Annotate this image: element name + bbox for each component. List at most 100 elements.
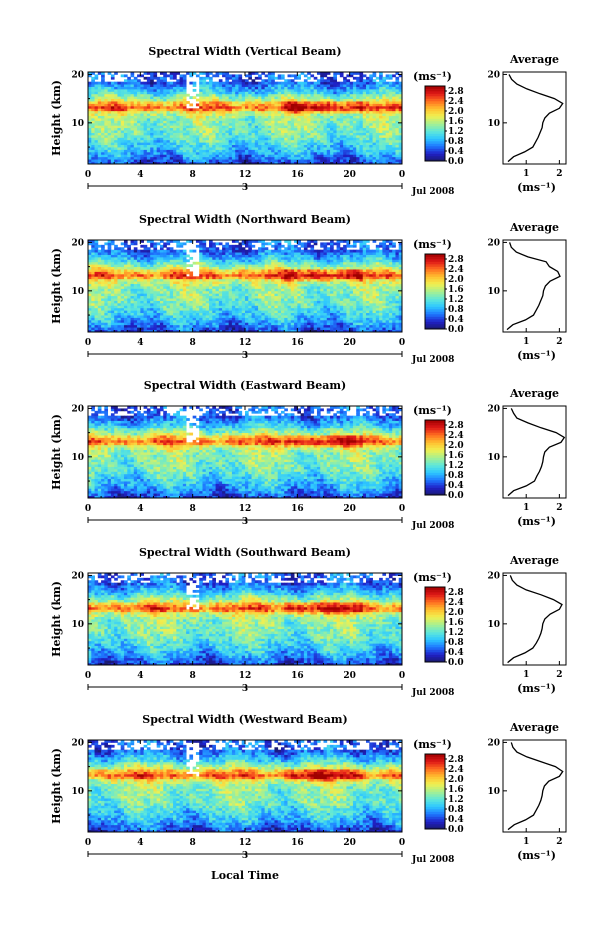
heatmap-cell	[241, 149, 246, 153]
heatmap-cell	[225, 312, 230, 316]
heatmap-cell	[228, 101, 233, 104]
heatmap-cell	[110, 307, 115, 311]
heatmap-cell	[294, 307, 298, 311]
heatmap-cell	[238, 81, 243, 85]
heatmap-cell	[163, 315, 167, 318]
heatmap-cell	[375, 327, 380, 330]
heatmap-cell	[379, 300, 383, 304]
heatmap-cell	[245, 302, 249, 306]
heatmap-cell	[261, 317, 266, 321]
heatmap-cell	[130, 103, 135, 107]
heatmap-cell	[94, 315, 99, 318]
heatmap-cell	[326, 161, 331, 165]
heatmap-cell	[339, 115, 344, 119]
heatmap-cell	[159, 317, 164, 321]
heatmap-cell	[179, 161, 184, 165]
heatmap-cell	[284, 96, 288, 100]
heatmap-cell	[97, 84, 102, 87]
heatmap-cell	[274, 156, 279, 160]
heatmap-cell	[320, 305, 324, 309]
heatmap-cell	[261, 108, 266, 112]
heatmap-cell	[222, 88, 226, 92]
heatmap-cell	[120, 310, 125, 314]
heatmap-cell	[343, 101, 347, 104]
heatmap-cell	[346, 103, 351, 107]
heatmap-cell	[254, 154, 259, 158]
heatmap-cell	[156, 149, 161, 153]
heatmap-cell	[140, 139, 144, 143]
heatmap-cell	[117, 125, 122, 129]
heatmap-cell	[362, 122, 367, 126]
heatmap-cell	[336, 144, 341, 148]
heatmap-cell	[395, 103, 400, 107]
heatmap-cell	[320, 302, 324, 306]
heatmap-cell	[330, 93, 334, 97]
heatmap-cell	[258, 317, 262, 321]
heatmap-cell	[366, 137, 370, 141]
heatmap-cell	[91, 101, 95, 104]
heatmap-cell	[156, 329, 161, 333]
heatmap-cell	[392, 103, 396, 107]
heatmap-cell	[88, 310, 92, 314]
heatmap-cell	[356, 295, 360, 299]
heatmap-cell	[104, 103, 109, 107]
heatmap-cell	[176, 115, 180, 119]
heatmap-cell	[323, 307, 328, 311]
heatmap-cell	[303, 132, 308, 136]
heatmap-cell	[379, 74, 383, 78]
heatmap-cell	[163, 72, 167, 75]
heatmap-cell	[362, 84, 367, 87]
heatmap-cell	[359, 322, 364, 326]
heatmap-cell	[215, 113, 220, 116]
heatmap-cell	[143, 319, 148, 323]
heatmap-cell	[205, 302, 210, 306]
heatmap-cell	[294, 110, 298, 114]
heatmap-cell	[222, 302, 226, 306]
heatmap-cell	[356, 132, 360, 136]
heatmap-cell	[127, 81, 131, 85]
heatmap-cell	[222, 84, 226, 87]
heatmap-cell	[88, 110, 92, 114]
heatmap-cell	[264, 151, 269, 155]
heatmap-cell	[284, 298, 288, 301]
heatmap-cell	[199, 130, 203, 133]
heatmap-cell	[173, 108, 177, 112]
heatmap-cell	[336, 72, 341, 75]
heatmap-cell	[218, 302, 223, 306]
heatmap-cell	[107, 310, 112, 314]
heatmap-cell	[323, 93, 328, 97]
heatmap-cell	[173, 81, 177, 85]
heatmap-cell	[186, 110, 190, 114]
heatmap-cell	[241, 103, 246, 107]
heatmap-cell	[228, 324, 233, 328]
heatmap-cell	[352, 156, 357, 160]
heatmap-cell	[274, 298, 279, 301]
heatmap-cell	[153, 142, 158, 146]
heatmap-cell	[316, 144, 321, 148]
heatmap-cell	[352, 113, 357, 116]
heatmap-cell	[375, 151, 380, 155]
heatmap-cell	[146, 122, 151, 126]
heatmap-cell	[261, 307, 266, 311]
heatmap-cell	[228, 134, 233, 138]
heatmap-cell	[362, 115, 367, 119]
heatmap-cell	[395, 315, 400, 318]
heatmap-cell	[231, 137, 236, 141]
heatmap-cell	[326, 120, 331, 124]
heatmap-cell	[209, 302, 213, 306]
heatmap-cell	[117, 298, 122, 301]
heatmap-cell	[320, 115, 324, 119]
heatmap-cell	[199, 317, 203, 321]
heatmap-cell	[156, 76, 161, 80]
heatmap-cell	[97, 81, 102, 85]
heatmap-cell	[127, 300, 131, 304]
heatmap-cell	[91, 300, 95, 304]
heatmap-cell	[287, 317, 292, 321]
heatmap-cell	[97, 329, 102, 333]
heatmap-cell	[101, 302, 105, 306]
heatmap-cell	[303, 142, 308, 146]
heatmap-cell	[192, 322, 197, 326]
heatmap-cell	[398, 125, 403, 129]
heatmap-cell	[110, 144, 115, 148]
heatmap-cell	[320, 161, 324, 165]
